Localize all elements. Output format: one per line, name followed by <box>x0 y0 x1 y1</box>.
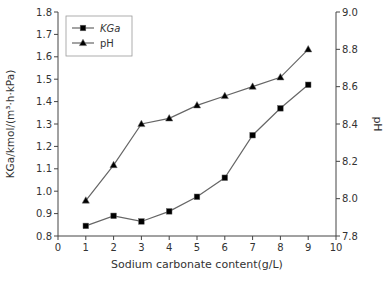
x-tick <box>280 236 281 240</box>
x-tick-label: 2 <box>110 242 116 253</box>
y-tick <box>54 146 58 147</box>
y-tick-label: 0.8 <box>36 231 52 242</box>
x-tick-label: 8 <box>277 242 283 253</box>
y2-tick-label: 8.6 <box>342 81 358 92</box>
point-marker <box>221 92 228 98</box>
y2-tick <box>336 86 340 87</box>
y-tick <box>54 56 58 57</box>
y2-tick-label: 8.8 <box>342 44 358 55</box>
y-tick-label: 1.2 <box>36 141 52 152</box>
point-marker <box>166 115 173 121</box>
y2-tick-label: 9.0 <box>342 7 358 18</box>
y2-tick <box>336 124 340 125</box>
x-tick <box>58 236 59 240</box>
y-tick-label: 1.4 <box>36 96 52 107</box>
legend-label: pH <box>100 38 114 49</box>
chart: 0 1 2 3 4 5 6 7 8 9 10 0.8 0.9 1.0 1.1 1.2 1.3 1.4 1.5 1.6 1… <box>0 0 388 285</box>
y-tick-label: 1.8 <box>36 7 52 18</box>
y-tick <box>54 236 58 237</box>
point-marker <box>83 223 89 229</box>
y2-tick-label: 8.2 <box>342 156 358 167</box>
x-tick-label: 1 <box>83 242 89 253</box>
legend: KGa pH <box>66 16 132 56</box>
plot-area <box>82 46 312 229</box>
y-tick-label: 0.9 <box>36 208 52 219</box>
point-marker <box>277 74 284 80</box>
y2-tick-label: 8.4 <box>342 119 358 130</box>
point-marker <box>166 209 172 215</box>
point-marker <box>111 213 117 219</box>
y2-tick <box>336 236 340 237</box>
series-line <box>86 49 308 200</box>
y2-tick-label: 8.0 <box>342 193 358 204</box>
point-marker <box>194 194 200 200</box>
series-line <box>86 85 308 226</box>
point-marker <box>250 132 256 138</box>
point-marker <box>193 102 200 108</box>
x-tick <box>252 236 253 240</box>
x-tick-label: 9 <box>305 242 311 253</box>
y2-tick <box>336 198 340 199</box>
x-tick <box>336 236 337 240</box>
y-tick-label: 1.0 <box>36 186 52 197</box>
x-tick-label: 10 <box>330 242 343 253</box>
x-tick-label: 6 <box>222 242 228 253</box>
y-tick <box>54 12 58 13</box>
y-tick-label: 1.3 <box>36 119 52 130</box>
y-tick <box>54 124 58 125</box>
legend-label: KGa <box>100 23 120 34</box>
y-tick <box>54 213 58 214</box>
y2-axis-label: pH <box>371 116 384 131</box>
x-tick <box>141 236 142 240</box>
point-marker <box>82 197 89 203</box>
x-tick-label: 3 <box>138 242 144 253</box>
point-marker <box>222 175 228 181</box>
x-axis-label: Sodium carbonate content(g/L) <box>111 258 283 271</box>
y-tick <box>54 34 58 35</box>
x-tick <box>169 236 170 240</box>
y2-tick <box>336 49 340 50</box>
y-tick-label: 1.7 <box>36 29 52 40</box>
legend-marker <box>80 25 86 31</box>
x-tick-label: 5 <box>194 242 200 253</box>
y-tick <box>54 168 58 169</box>
x-tick <box>85 236 86 240</box>
point-marker <box>305 46 312 52</box>
point-marker <box>249 83 256 89</box>
x-tick <box>197 236 198 240</box>
legend-box <box>66 16 132 56</box>
x-tick-label: 7 <box>249 242 255 253</box>
y-tick-label: 1.5 <box>36 74 52 85</box>
y-tick <box>54 79 58 80</box>
point-marker <box>305 82 311 88</box>
y2-tick-label: 7.8 <box>342 231 358 242</box>
y-tick <box>54 101 58 102</box>
x-tick <box>113 236 114 240</box>
y-tick-label: 1.1 <box>36 163 52 174</box>
y2-tick <box>336 12 340 13</box>
x-tick <box>224 236 225 240</box>
legend-marker <box>79 39 86 45</box>
y2-tick <box>336 161 340 162</box>
y-tick <box>54 191 58 192</box>
y-tick-label: 1.6 <box>36 51 52 62</box>
point-marker <box>139 219 145 225</box>
point-marker <box>278 106 284 112</box>
x-tick-label: 4 <box>166 242 172 253</box>
point-marker <box>110 161 117 167</box>
x-tick <box>308 236 309 240</box>
point-marker <box>138 120 145 126</box>
x-tick-label: 0 <box>55 242 61 253</box>
y-axis-label: KGa/kmol/(m³·h·kPa) <box>4 70 16 179</box>
